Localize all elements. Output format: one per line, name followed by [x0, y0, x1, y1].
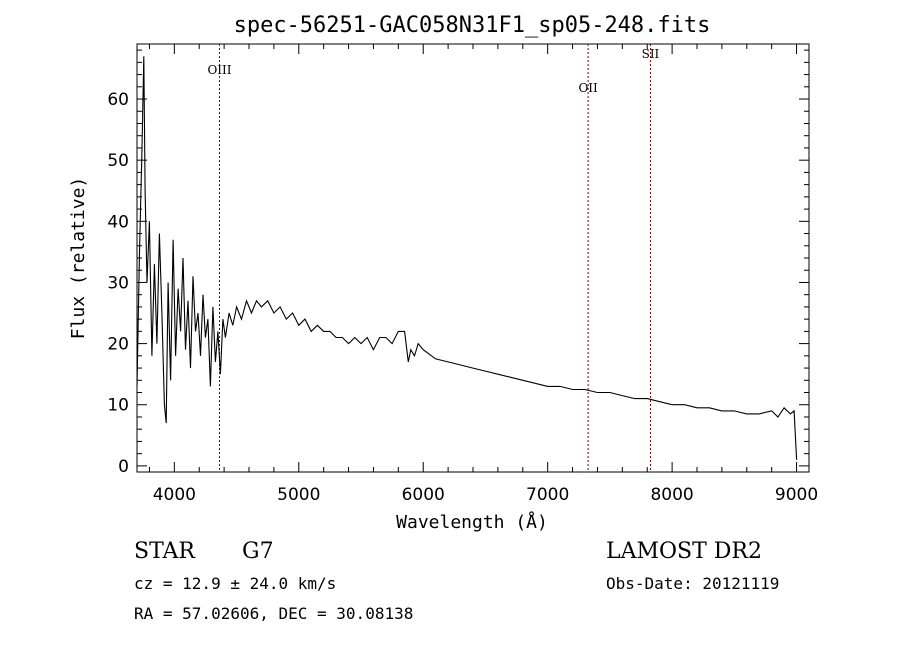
y-tick-label: 0	[118, 457, 129, 477]
y-tick-label: 50	[107, 151, 129, 171]
class-label: STAR	[134, 539, 195, 564]
y-tick-label: 10	[107, 396, 129, 416]
x-tick-label: 8000	[650, 485, 693, 505]
emission-line-markers: OIII OII SII	[207, 44, 660, 472]
emission-line-label: SII	[642, 47, 660, 61]
y-tick-label: 20	[107, 335, 129, 355]
subclass-label: G7	[242, 539, 274, 564]
x-axis-label: Wavelength (Å)	[396, 511, 548, 533]
x-tick-label: 4000	[153, 485, 196, 505]
y-tick-label: 30	[107, 273, 129, 293]
x-tick-label: 7000	[526, 485, 569, 505]
obs-date: Obs-Date: 20121119	[606, 574, 780, 593]
y-tick-label: 40	[107, 212, 129, 232]
emission-line-label: OIII	[207, 63, 231, 77]
y-axis-label: Flux (relative)	[68, 177, 89, 340]
x-tick-label: 5000	[277, 485, 320, 505]
x-tick-label: 9000	[775, 485, 818, 505]
y-tick-label: 60	[107, 90, 129, 110]
axis-ticks: 4000 5000 6000 7000 8000 9000 0 10 20 30 40 50 60	[107, 44, 818, 505]
redshift-line: cz = 12.9 ± 24.0 km/s	[134, 574, 337, 593]
survey-label: LAMOST DR2	[606, 539, 762, 564]
ra-dec-line: RA = 57.02606, DEC = 30.08138	[134, 604, 414, 623]
emission-line-label: OII	[578, 81, 598, 95]
chart-title: spec-56251-GAC058N31F1_sp05-248.fits	[234, 13, 711, 38]
spectrum-line	[136, 56, 798, 460]
x-tick-label: 6000	[402, 485, 445, 505]
